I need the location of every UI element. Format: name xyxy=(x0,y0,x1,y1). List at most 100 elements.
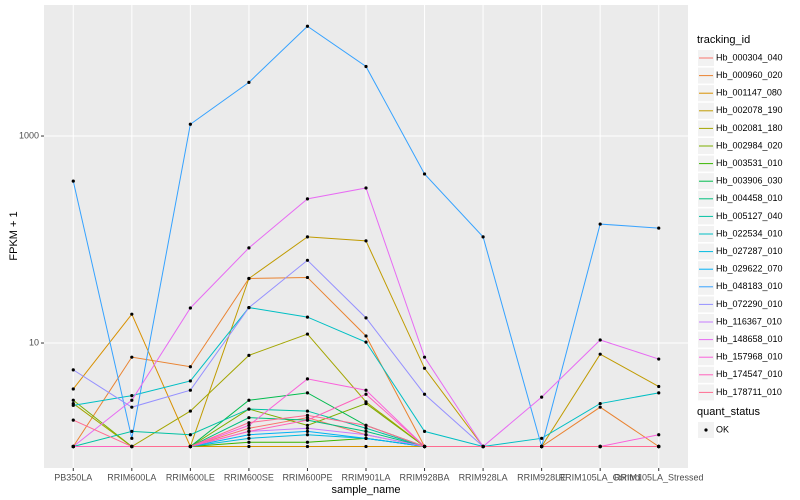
data-point xyxy=(305,433,310,437)
data-point xyxy=(598,352,602,356)
legend-label: Hb_002984_020 xyxy=(716,140,783,150)
data-point xyxy=(305,429,310,433)
data-point xyxy=(188,379,192,383)
data-point xyxy=(305,332,310,336)
data-point xyxy=(540,395,544,399)
y-tick-label: 10 xyxy=(29,337,39,347)
data-point xyxy=(188,365,192,369)
data-point xyxy=(657,357,661,361)
data-point xyxy=(247,353,251,357)
data-point xyxy=(422,392,427,396)
x-axis-label: sample_name xyxy=(331,484,400,496)
data-point xyxy=(364,433,368,437)
x-tick-label: RRIM901LA xyxy=(341,472,390,482)
x-tick-label: RRIM105LA_Stressed xyxy=(614,472,704,482)
legend-label: Hb_048183_010 xyxy=(716,281,783,291)
legend-title: quant_status xyxy=(697,406,760,418)
data-point xyxy=(130,405,134,409)
x-tick-label: RRIM928BA xyxy=(400,472,450,482)
data-point xyxy=(657,391,661,395)
data-point xyxy=(364,334,368,338)
x-tick-label: RRIM600SE xyxy=(224,472,274,482)
data-point xyxy=(305,423,310,427)
data-point xyxy=(130,355,134,359)
data-point xyxy=(130,398,134,402)
data-point xyxy=(130,394,134,398)
legend-label: Hb_000960_020 xyxy=(716,70,783,80)
data-point xyxy=(71,403,75,407)
data-point xyxy=(422,355,427,359)
legend-label: Hb_174547_010 xyxy=(716,369,783,379)
data-point xyxy=(598,405,602,409)
legend-label: Hb_002081_180 xyxy=(716,123,783,133)
data-point xyxy=(130,429,134,433)
data-point xyxy=(71,387,75,391)
legend-label: Hb_116367_010 xyxy=(716,316,782,326)
data-point xyxy=(188,122,192,126)
y-tick-label: 1000 xyxy=(19,130,39,140)
data-point xyxy=(364,316,368,320)
data-point xyxy=(305,440,310,444)
data-point xyxy=(188,433,192,437)
data-point xyxy=(247,433,251,437)
data-point xyxy=(71,368,75,372)
data-point xyxy=(305,24,310,28)
data-point xyxy=(71,444,75,449)
data-point xyxy=(422,444,427,449)
data-point xyxy=(657,226,661,230)
data-point xyxy=(305,444,310,449)
legend-label: Hb_027287_010 xyxy=(716,246,783,256)
data-point xyxy=(305,258,310,262)
data-point xyxy=(305,416,310,420)
data-point xyxy=(247,416,251,420)
data-point xyxy=(247,429,251,433)
data-point xyxy=(247,421,251,425)
data-point xyxy=(71,398,75,402)
data-point xyxy=(657,384,661,389)
legend-label: Hb_005127_040 xyxy=(716,211,783,221)
x-tick-label: PB350LA xyxy=(54,472,92,482)
data-point xyxy=(188,409,192,413)
data-point xyxy=(188,444,192,449)
data-point xyxy=(598,222,602,226)
data-point xyxy=(364,444,368,449)
data-point xyxy=(247,444,251,449)
data-point xyxy=(305,275,310,280)
legend-label: Hb_072290_010 xyxy=(716,299,783,309)
data-point xyxy=(305,426,310,430)
data-point xyxy=(422,429,427,433)
data-point xyxy=(188,388,192,392)
data-point xyxy=(130,444,134,449)
data-point xyxy=(247,398,251,402)
data-point xyxy=(481,235,485,239)
data-point xyxy=(540,444,544,449)
data-point xyxy=(247,440,251,444)
data-point xyxy=(247,80,251,84)
data-point xyxy=(364,401,368,406)
data-point xyxy=(364,64,368,69)
x-tick-label: RRIM928LA xyxy=(459,472,508,482)
data-point xyxy=(71,418,75,422)
data-point xyxy=(247,407,251,411)
data-point xyxy=(71,179,75,183)
legend-point xyxy=(704,428,708,432)
legend-label: Hb_001147_080 xyxy=(716,88,782,98)
legend-label: Hb_000304_040 xyxy=(716,52,783,62)
legend-label: Hb_003906_030 xyxy=(716,176,783,186)
x-tick-label: RRIM600PE xyxy=(282,472,332,482)
data-point xyxy=(305,377,310,381)
data-point xyxy=(247,436,251,440)
data-point xyxy=(364,426,368,430)
legend-label: Hb_003531_010 xyxy=(716,158,783,168)
legend-label: Hb_022534_010 xyxy=(716,228,783,238)
data-point xyxy=(364,239,368,243)
data-point xyxy=(247,276,251,281)
data-point xyxy=(247,426,251,430)
legend-label: Hb_004458_010 xyxy=(716,193,783,203)
data-point xyxy=(364,423,368,427)
data-point xyxy=(364,186,368,190)
data-point xyxy=(247,246,251,250)
data-point xyxy=(364,392,368,396)
legend-label: Hb_148658_010 xyxy=(716,334,783,344)
